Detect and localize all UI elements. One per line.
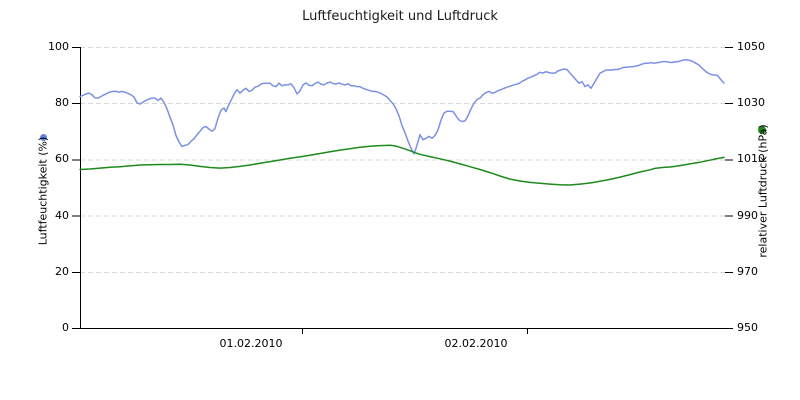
left-axis-tick-label: 40 — [55, 208, 69, 222]
pressure-legend-dot-icon — [758, 126, 766, 134]
right-axis-tick-label: 1050 — [737, 40, 765, 53]
series-line-luftfeuchtigkeit — [79, 59, 725, 155]
x-axis-tick-label: 01.02.2010 — [219, 337, 283, 350]
right-axis-tick-label: 1010 — [737, 152, 765, 166]
left-axis-tick-label: 100 — [48, 40, 69, 53]
right-axis-tick-label: 950 — [737, 321, 758, 334]
right-axis-tick-label: 970 — [737, 264, 758, 278]
right-axis-tick-label: 990 — [737, 208, 758, 222]
right-axis-title: relativer Luftdruck (hPa) — [756, 124, 770, 258]
series-line-relativer-luftdruck — [79, 144, 725, 186]
humidity-legend-dot-icon — [40, 134, 47, 141]
left-axis-title: Luftfeuchtigkeit (%) — [36, 136, 50, 246]
left-axis-tick-label: 80 — [55, 96, 69, 110]
x-axis-tick-label: 02.02.2010 — [444, 337, 508, 350]
right-axis-tick-label: 1030 — [737, 96, 765, 110]
page-title: Luftfeuchtigkeit und Luftdruck — [302, 9, 498, 24]
left-axis-tick-label: 60 — [55, 152, 69, 166]
left-axis-tick-label: 0 — [62, 321, 69, 334]
left-axis-tick-label: 20 — [55, 264, 69, 278]
